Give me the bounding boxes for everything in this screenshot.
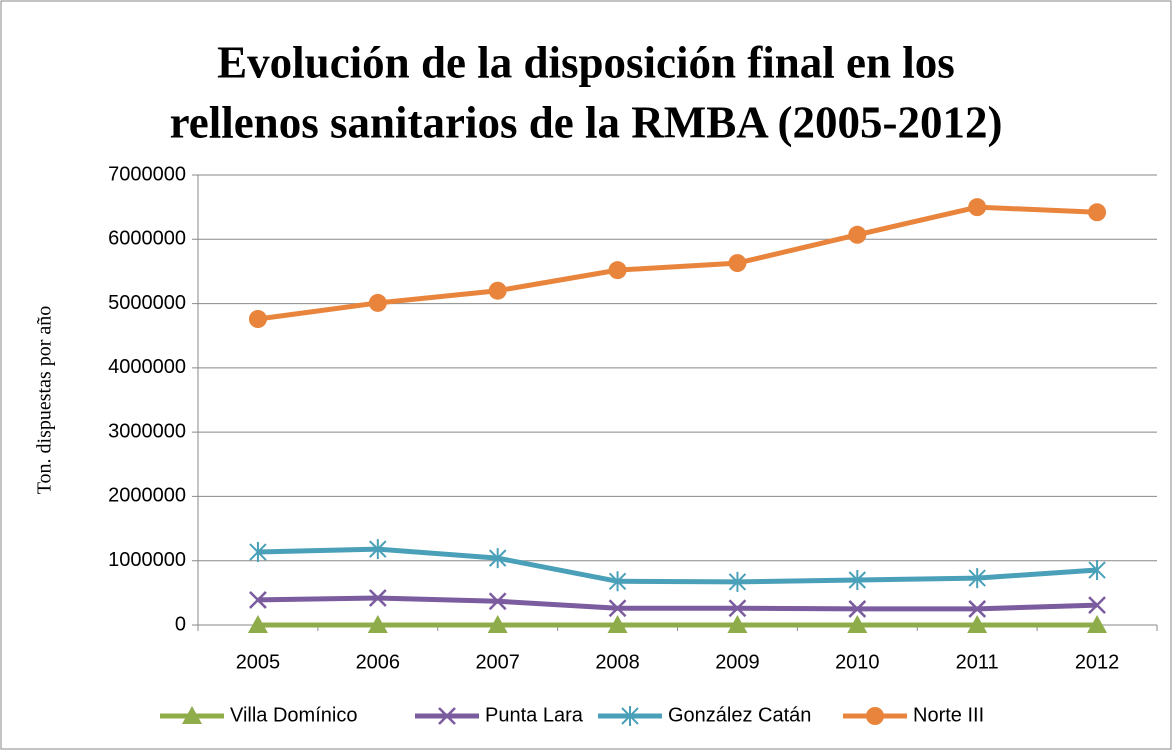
legend-marker bbox=[182, 706, 202, 724]
data-point bbox=[368, 293, 387, 312]
data-point bbox=[968, 600, 987, 618]
series-line bbox=[257, 546, 1098, 585]
data-point bbox=[968, 198, 987, 217]
data-point bbox=[848, 600, 867, 618]
data-point bbox=[848, 570, 867, 590]
legend-marker bbox=[866, 707, 884, 725]
data-point bbox=[968, 568, 986, 589]
legend-label: Punta Lara bbox=[485, 704, 584, 726]
data-point bbox=[608, 599, 627, 618]
x-tick-label: 2006 bbox=[356, 651, 401, 673]
data-point bbox=[488, 548, 507, 569]
series-line bbox=[257, 204, 1098, 322]
legend-marker bbox=[438, 707, 456, 725]
data-point bbox=[249, 542, 267, 563]
data-point bbox=[249, 591, 267, 609]
data-point bbox=[247, 615, 268, 633]
y-tick-label: 0 bbox=[175, 613, 186, 635]
legend-label: González Catán bbox=[668, 704, 811, 726]
legend-marker bbox=[621, 706, 639, 726]
y-tick-label: 7000000 bbox=[108, 163, 186, 185]
data-point bbox=[728, 599, 747, 618]
y-tick-label: 1000000 bbox=[108, 549, 186, 571]
y-tick-label: 4000000 bbox=[108, 356, 186, 378]
x-tick-label: 2011 bbox=[956, 651, 999, 673]
x-tick-label: 2007 bbox=[475, 651, 520, 673]
data-point bbox=[369, 539, 387, 560]
data-point bbox=[368, 589, 387, 607]
data-point bbox=[1087, 615, 1108, 633]
y-axis-label: Ton. dispuestas por año bbox=[34, 306, 56, 495]
x-tick-label: 2010 bbox=[835, 651, 880, 673]
data-point bbox=[248, 310, 267, 328]
data-point bbox=[728, 254, 747, 273]
x-tick-label: 2008 bbox=[595, 651, 640, 673]
data-point bbox=[967, 615, 988, 633]
y-tick-label: 2000000 bbox=[108, 485, 186, 507]
data-point bbox=[488, 592, 507, 611]
data-point bbox=[848, 225, 867, 244]
data-point bbox=[847, 615, 868, 633]
chart-title: rellenos sanitarios de la RMBA (2005-201… bbox=[170, 97, 1003, 147]
x-tick-label: 2005 bbox=[236, 651, 281, 673]
data-point bbox=[367, 615, 388, 633]
series-line bbox=[257, 595, 1098, 612]
x-tick-label: 2012 bbox=[1075, 651, 1120, 673]
data-point bbox=[1088, 203, 1107, 222]
data-point bbox=[487, 615, 508, 633]
data-point bbox=[1088, 596, 1106, 614]
chart-title: Evolución de la disposición final en los bbox=[217, 37, 955, 87]
x-tick-label: 2009 bbox=[715, 651, 760, 673]
legend-label: Norte III bbox=[913, 704, 984, 726]
data-point bbox=[728, 571, 747, 592]
data-point bbox=[607, 615, 628, 633]
data-point bbox=[608, 261, 627, 280]
data-point bbox=[727, 615, 748, 633]
data-point bbox=[488, 281, 507, 300]
y-tick-label: 6000000 bbox=[108, 228, 186, 250]
y-tick-label: 3000000 bbox=[108, 420, 186, 442]
y-tick-label: 5000000 bbox=[108, 292, 186, 314]
data-point bbox=[608, 571, 627, 592]
legend-label: Villa Domínico bbox=[230, 704, 357, 726]
data-point bbox=[1088, 560, 1106, 581]
